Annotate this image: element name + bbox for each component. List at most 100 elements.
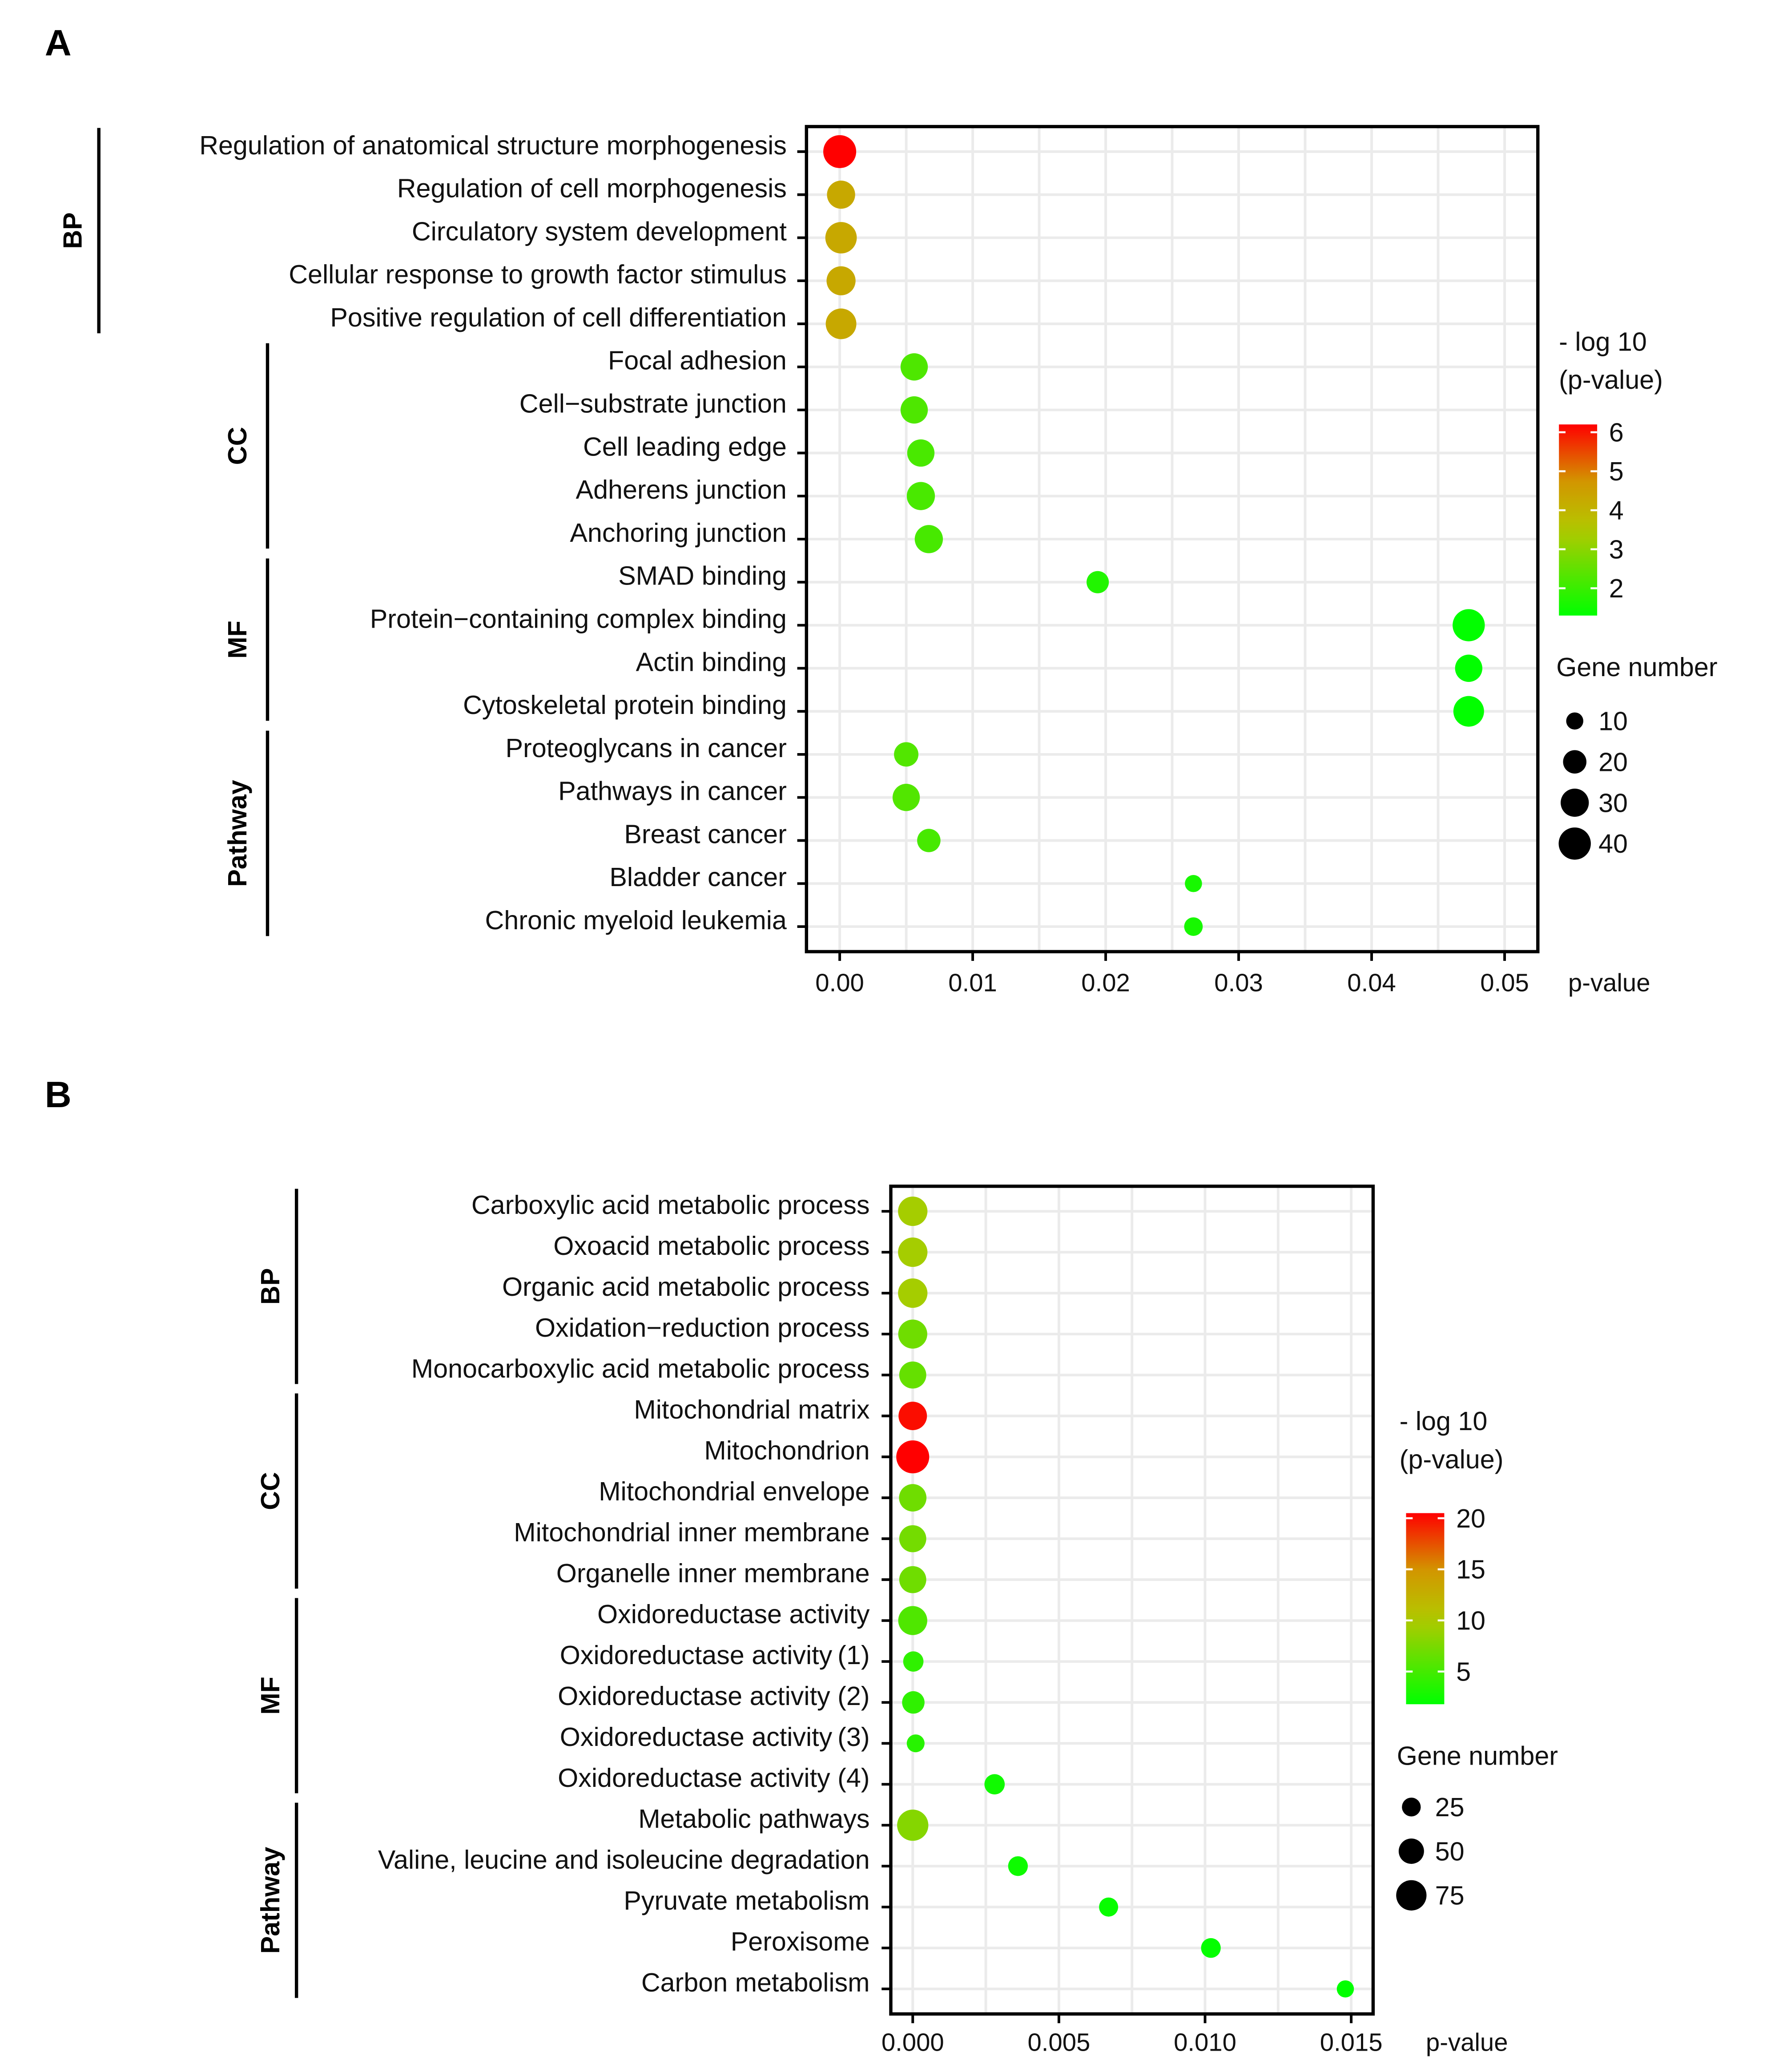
y-tick-label: Focal adhesion xyxy=(608,346,787,375)
size-legend-label: 30 xyxy=(1598,788,1628,818)
size-legend-label: 50 xyxy=(1435,1836,1465,1866)
y-tick-label: Oxoacid metabolic process xyxy=(553,1231,869,1261)
data-point xyxy=(894,742,919,767)
data-point xyxy=(899,1361,926,1389)
y-tick-label: Regulation of anatomical structure morph… xyxy=(199,130,787,160)
color-bar-label: 10 xyxy=(1456,1606,1485,1636)
x-tick-label: 0.00 xyxy=(815,968,864,996)
group-label: BP xyxy=(255,1268,285,1305)
data-point xyxy=(898,1402,927,1431)
size-legend-dot xyxy=(1402,1798,1421,1817)
size-legend-title: Gene number xyxy=(1397,1741,1558,1771)
y-tick-label: Cytoskeletal protein binding xyxy=(463,690,787,720)
group-label: CC xyxy=(222,427,252,465)
color-bar-label: 15 xyxy=(1456,1555,1485,1584)
data-point xyxy=(899,1525,926,1552)
color-bar-label: 4 xyxy=(1609,496,1624,525)
y-tick-label: Proteoglycans in cancer xyxy=(506,733,787,763)
data-point xyxy=(825,222,857,254)
y-tick-label: Actin binding xyxy=(636,647,787,677)
y-tick-label: Bladder cancer xyxy=(609,862,787,892)
y-tick-label: Metabolic pathways xyxy=(638,1804,869,1834)
data-point xyxy=(902,1691,925,1714)
y-tick-label: Mitochondrial envelope xyxy=(599,1476,869,1506)
y-tick-label: Carbon metabolism xyxy=(641,1967,870,1997)
plot-border xyxy=(889,1185,1375,2016)
y-tick-label: Positive regulation of cell differentiat… xyxy=(330,302,787,332)
x-tick-label: 0.01 xyxy=(948,968,997,996)
y-tick-label: Pathways in cancer xyxy=(558,776,787,806)
data-point xyxy=(898,1319,927,1349)
y-tick-label: Organelle inner membrane xyxy=(556,1558,870,1588)
x-tick-label: 0.000 xyxy=(881,2028,944,2056)
data-point xyxy=(898,1197,928,1226)
x-tick-label: 0.015 xyxy=(1320,2028,1383,2056)
group-label: MF xyxy=(255,1677,285,1715)
size-legend-dot xyxy=(1566,712,1583,730)
y-tick-label: Peroxisome xyxy=(731,1927,870,1956)
color-bar-label: 5 xyxy=(1456,1657,1471,1686)
y-tick-label: Cell−substrate junction xyxy=(519,389,787,419)
panel-a: Regulation of anatomical structure morph… xyxy=(58,125,1718,996)
data-point xyxy=(1008,1856,1028,1876)
y-tick-label: Oxidoreductase activity (2) xyxy=(558,1681,869,1711)
data-point xyxy=(1455,654,1482,682)
y-tick-label: Monocarboxylic acid metabolic process xyxy=(411,1354,870,1383)
data-point xyxy=(896,1440,930,1474)
color-bar xyxy=(1406,1513,1445,1705)
color-bar-label: 5 xyxy=(1609,456,1624,486)
y-tick-label: Chronic myeloid leukemia xyxy=(485,905,787,935)
color-bar-label: 3 xyxy=(1609,535,1624,564)
group-label: BP xyxy=(58,212,88,249)
y-tick-label: Anchoring junction xyxy=(570,518,786,548)
y-tick-label: Oxidoreductase activity (1) xyxy=(560,1640,870,1670)
y-tick-label: Pyruvate metabolism xyxy=(624,1886,869,1915)
y-tick-label: Regulation of cell morphogenesis xyxy=(397,173,787,203)
data-point xyxy=(892,784,920,811)
y-tick-label: Mitochondrial inner membrane xyxy=(514,1517,869,1547)
data-point xyxy=(898,1278,928,1308)
y-tick-label: Oxidoreductase activity (3) xyxy=(560,1722,870,1752)
panel-label-b: B xyxy=(45,1074,72,1115)
panel-b: Carboxylic acid metabolic process Oxoacid… xyxy=(255,1185,1558,2056)
color-bar-label: 2 xyxy=(1609,573,1624,603)
data-point xyxy=(827,180,855,209)
data-point xyxy=(826,266,856,295)
x-tick-label: 0.05 xyxy=(1480,968,1529,996)
size-legend-dot xyxy=(1561,788,1589,817)
group-label: Pathway xyxy=(222,780,252,887)
y-tick-label: Protein−containing complex binding xyxy=(370,604,787,633)
y-tick-label: Oxidoreductase activity (4) xyxy=(558,1763,869,1793)
data-point xyxy=(917,829,941,852)
y-tick-label: SMAD binding xyxy=(618,561,787,591)
x-axis-title: p-value xyxy=(1426,2028,1508,2056)
y-tick-label: Oxidoreductase activity xyxy=(597,1599,870,1629)
data-point xyxy=(1201,1938,1221,1958)
color-bar xyxy=(1559,424,1598,616)
data-point xyxy=(906,1734,925,1753)
size-legend-label: 25 xyxy=(1435,1792,1465,1822)
size-legend-label: 75 xyxy=(1435,1881,1465,1911)
y-tick-label: Circulatory system development xyxy=(412,216,787,246)
data-point xyxy=(903,1651,924,1672)
data-point xyxy=(823,135,857,168)
data-point xyxy=(1087,571,1109,593)
y-tick-label: Adherens junction xyxy=(576,475,787,504)
size-legend-label: 40 xyxy=(1598,829,1628,859)
y-tick-label: Cellular response to growth factor stimu… xyxy=(289,259,787,289)
data-point xyxy=(897,1810,929,1841)
y-tick-label: Breast cancer xyxy=(624,819,787,849)
data-point xyxy=(1453,609,1485,641)
data-point xyxy=(900,396,928,424)
y-tick-label: Carboxylic acid metabolic process xyxy=(471,1190,870,1220)
data-point xyxy=(898,1606,927,1635)
y-tick-label: Mitochondrial matrix xyxy=(634,1395,869,1424)
size-legend-title: Gene number xyxy=(1556,652,1717,682)
color-legend-title: - log 10 xyxy=(1400,1406,1488,1436)
data-point xyxy=(907,439,935,467)
color-legend-title: (p-value) xyxy=(1559,365,1663,395)
size-legend-dot xyxy=(1558,827,1591,860)
data-point xyxy=(1184,917,1203,936)
x-tick-label: 0.04 xyxy=(1347,968,1396,996)
x-tick-label: 0.03 xyxy=(1214,968,1263,996)
